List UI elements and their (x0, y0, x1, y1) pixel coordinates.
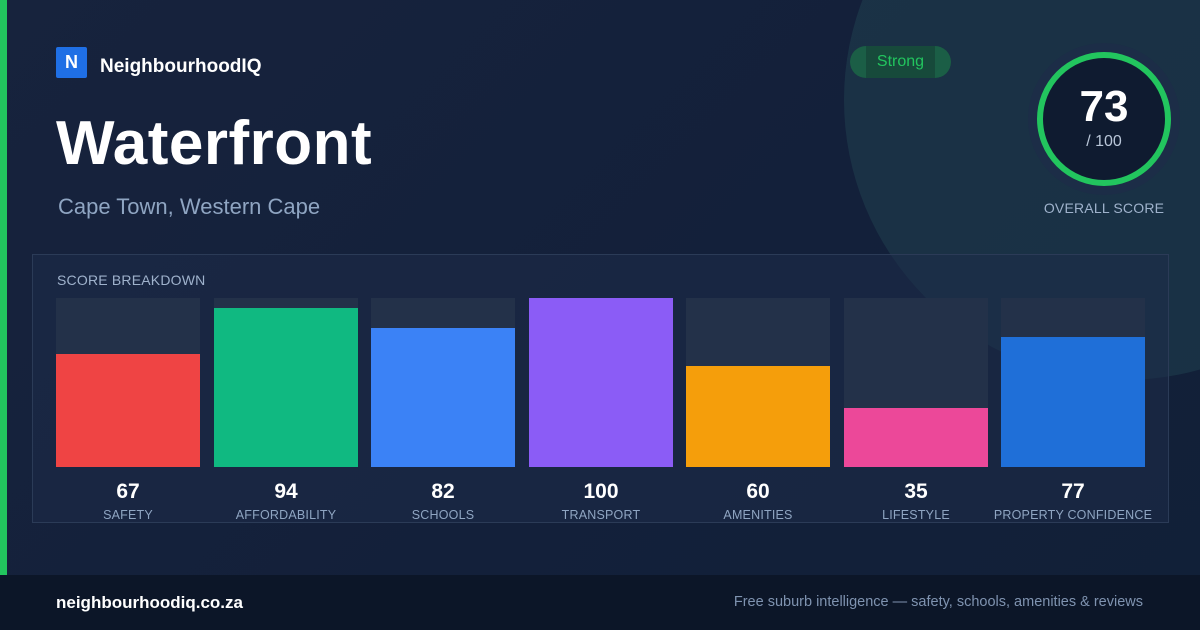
score-bar-label: LIFESTYLE (882, 508, 950, 522)
score-bar-label: SCHOOLS (411, 508, 475, 522)
rating-badge-label: Strong (876, 53, 925, 70)
score-bar-fill (686, 366, 830, 467)
footer-tagline: Free suburb intelligence — safety, schoo… (733, 594, 1143, 610)
score-breakdown-panel: SCORE BREAKDOWN 67 SAFETY 94 AFFORDABILITY 8… (32, 254, 1169, 523)
score-bar-value: 82 (431, 480, 455, 503)
score-bar-track (371, 298, 515, 467)
suburb-location: Cape Town, Western Cape (58, 194, 321, 219)
score-bar-value: 77 (1061, 480, 1085, 503)
score-bar-fill (371, 328, 515, 467)
score-bar-label: AFFORDABILITY (235, 508, 337, 522)
score-bar-track (214, 298, 358, 467)
accent-bar (0, 0, 7, 575)
score-bar-value: 35 (904, 480, 928, 503)
score-bar-track (1001, 298, 1145, 467)
brand-logo-icon: N (56, 46, 87, 78)
score-bar-track (686, 298, 830, 467)
rating-badge: Strong (850, 46, 951, 78)
score-bar-fill (844, 408, 988, 467)
score-bar-track (844, 298, 988, 467)
score-bar-fill (529, 298, 673, 467)
gauge-ring (1028, 43, 1180, 195)
brand[interactable]: N NeighbourhoodIQ (56, 46, 261, 78)
suburb-title: Waterfront (56, 109, 373, 178)
score-bar-label: PROPERTY CONFIDENCE (993, 508, 1153, 522)
overall-score-max: / 100 (1086, 133, 1122, 150)
score-bar-label: SAFETY (103, 508, 153, 522)
score-bar-value: 94 (274, 480, 298, 503)
footer: neighbourhoodiq.co.za Free suburb intell… (0, 575, 1200, 630)
score-bar-track (529, 298, 673, 467)
score-bar-value: 60 (746, 480, 770, 503)
score-bar-label: AMENITIES (723, 508, 793, 522)
score-bar-fill (56, 354, 200, 467)
gauge-arc (1037, 52, 1171, 186)
footer-url-link[interactable]: neighbourhoodiq.co.za (56, 593, 243, 612)
score-bar-fill (1001, 337, 1145, 467)
score-bar-value: 100 (583, 480, 619, 503)
score-bar-value: 67 (116, 480, 140, 503)
overall-score-value: 73 (1079, 82, 1129, 131)
brand-name: NeighbourhoodIQ (100, 56, 262, 77)
score-bar-fill (214, 308, 358, 467)
overall-score-gauge: 73 / 100 (1028, 43, 1180, 195)
score-breakdown-title: SCORE BREAKDOWN (57, 272, 206, 288)
gauge-inner (1042, 57, 1166, 181)
overall-score-caption: OVERALL SCORE (1043, 200, 1165, 216)
score-bar-track (56, 298, 200, 467)
score-bar-label: TRANSPORT (561, 508, 641, 522)
